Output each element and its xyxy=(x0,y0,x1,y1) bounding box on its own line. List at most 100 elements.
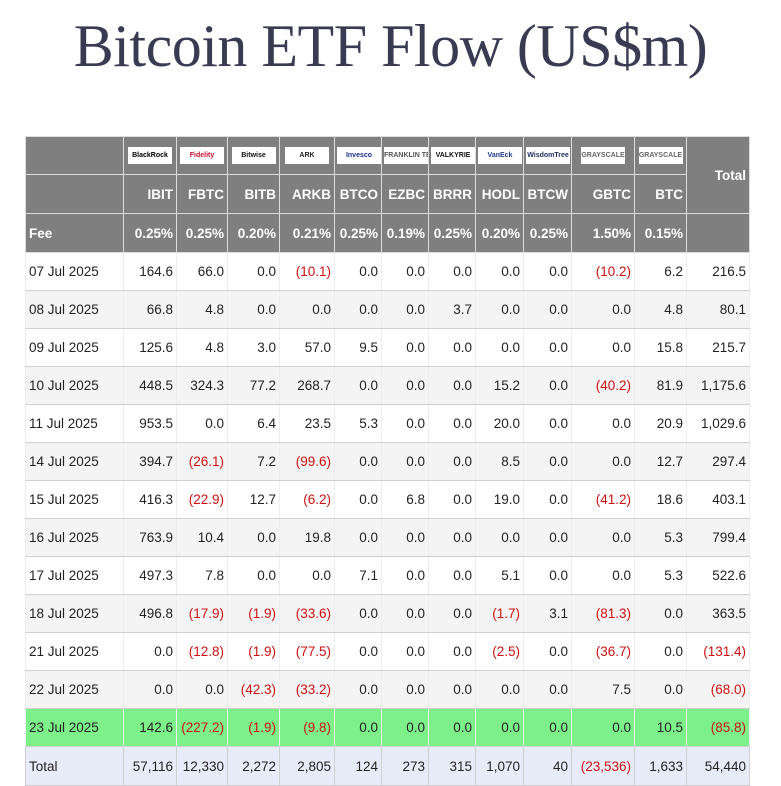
flow-value: (17.9) xyxy=(176,594,228,633)
row-total: 215.7 xyxy=(686,328,750,367)
fund-logo-cell: GRAYSCALE xyxy=(571,136,635,175)
flow-value: (2.5) xyxy=(475,632,524,671)
flow-value: (1.9) xyxy=(227,632,280,671)
fee-label: Fee xyxy=(25,213,124,253)
table-row: 07 Jul 2025 164.6 66.0 0.0 (10.1) 0.0 0.0 0.0 0.… xyxy=(25,252,750,291)
row-total: (68.0) xyxy=(686,670,750,709)
row-date: 18 Jul 2025 xyxy=(25,594,124,633)
row-date: 22 Jul 2025 xyxy=(25,670,124,709)
flow-value: 0.0 xyxy=(334,442,382,481)
flow-value: 0.0 xyxy=(634,670,687,709)
flow-value: 7.8 xyxy=(176,556,228,595)
flow-value: (26.1) xyxy=(176,442,228,481)
table-row: 09 Jul 2025 125.6 4.8 3.0 57.0 9.5 0.0 0.0 0.0 0.… xyxy=(25,328,750,367)
flow-value: 0.0 xyxy=(381,366,429,405)
flow-value: 0.0 xyxy=(334,366,382,405)
vaneck-logo-icon: VanEck xyxy=(478,147,522,164)
flow-value: 497.3 xyxy=(123,556,177,595)
flow-value: 0.0 xyxy=(381,404,429,443)
fund-logo-cell: BlackRock xyxy=(123,136,177,175)
totals-label: Total xyxy=(25,746,124,786)
flow-value: 0.0 xyxy=(428,594,476,633)
flow-value: 0.0 xyxy=(227,290,280,329)
fee-fbtc: 0.25% xyxy=(176,213,228,253)
flow-value: 3.0 xyxy=(227,328,280,367)
flow-value: 0.0 xyxy=(475,670,524,709)
flow-value: 0.0 xyxy=(523,670,572,709)
row-date: 11 Jul 2025 xyxy=(25,404,124,443)
flow-value: 23.5 xyxy=(279,404,335,443)
flow-value: 6.4 xyxy=(227,404,280,443)
flow-value: 324.3 xyxy=(176,366,228,405)
total-value: 2,805 xyxy=(279,746,335,786)
fee-bitb: 0.20% xyxy=(227,213,280,253)
ticker-hodl: HODL xyxy=(475,174,524,214)
grayscale-logo-icon: GRAYSCALE xyxy=(638,147,683,164)
flow-value: 15.2 xyxy=(475,366,524,405)
table-row: 18 Jul 2025 496.8 (17.9) (1.9) (33.6) 0.0 0.0 0… xyxy=(25,594,750,633)
flow-value: 12.7 xyxy=(227,480,280,519)
flow-value: 0.0 xyxy=(428,252,476,291)
fund-logo-cell: Invesco xyxy=(334,136,382,175)
flow-value: 0.0 xyxy=(571,404,635,443)
fee-brrr: 0.25% xyxy=(428,213,476,253)
fee-header-row: Fee 0.25% 0.25% 0.20% 0.21% 0.25% 0.19% 0.25% 0… xyxy=(25,213,750,253)
flow-value: 0.0 xyxy=(475,290,524,329)
row-total: (131.4) xyxy=(686,632,750,671)
flow-value: 5.1 xyxy=(475,556,524,595)
total-value: 273 xyxy=(381,746,429,786)
flow-value: 0.0 xyxy=(571,556,635,595)
ticker-btc: BTC xyxy=(634,174,687,214)
ticker-ezbc: EZBC xyxy=(381,174,429,214)
flow-value: 66.8 xyxy=(123,290,177,329)
flow-value: (41.2) xyxy=(571,480,635,519)
row-date: 09 Jul 2025 xyxy=(25,328,124,367)
flow-value: 81.9 xyxy=(634,366,687,405)
flow-value: 0.0 xyxy=(334,708,382,747)
flow-value: 4.8 xyxy=(176,290,228,329)
flow-value: 0.0 xyxy=(523,328,572,367)
flow-value: 0.0 xyxy=(571,442,635,481)
fee-arkb: 0.21% xyxy=(279,213,335,253)
flow-value: 0.0 xyxy=(123,632,177,671)
fidelity-logo-icon: Fidelity xyxy=(180,147,224,164)
flow-value: 0.0 xyxy=(571,290,635,329)
row-date: 07 Jul 2025 xyxy=(25,252,124,291)
table-row: 08 Jul 2025 66.8 4.8 0.0 0.0 0.0 0.0 3.7 0.0 0.0 0… xyxy=(25,290,750,329)
ticker-header-row: IBIT FBTC BITB ARKB BTCO EZBC BRRR HODL BTCW GBTC… xyxy=(25,174,750,214)
row-total: 403.1 xyxy=(686,480,750,519)
flow-value: 0.0 xyxy=(381,252,429,291)
franklin-templeton-logo-icon: FRANKLIN TEMPLETON xyxy=(384,147,428,164)
flow-value: 3.1 xyxy=(523,594,572,633)
fee-ibit: 0.25% xyxy=(123,213,177,253)
ticker-btcw: BTCW xyxy=(523,174,572,214)
table-row: 15 Jul 2025 416.3 (22.9) 12.7 (6.2) 0.0 6.8 0.0… xyxy=(25,480,750,519)
row-total: 1,029.6 xyxy=(686,404,750,443)
flow-value: 0.0 xyxy=(428,670,476,709)
flow-value: 0.0 xyxy=(381,442,429,481)
row-total: 522.6 xyxy=(686,556,750,595)
flow-value: 0.0 xyxy=(334,518,382,557)
ticker-gbtc: GBTC xyxy=(571,174,635,214)
fund-logo-cell: VanEck xyxy=(475,136,524,175)
flow-value: 953.5 xyxy=(123,404,177,443)
fee-btcw: 0.25% xyxy=(523,213,572,253)
bitwise-logo-icon: Bitwise xyxy=(231,147,276,164)
flow-value: 3.7 xyxy=(428,290,476,329)
ticker-header-blank xyxy=(25,174,124,214)
row-total: 80.1 xyxy=(686,290,750,329)
flow-value: 0.0 xyxy=(381,518,429,557)
flow-value: 0.0 xyxy=(523,404,572,443)
row-total: 297.4 xyxy=(686,442,750,481)
flow-value: (77.5) xyxy=(279,632,335,671)
total-value: 57,116 xyxy=(123,746,177,786)
ticker-btco: BTCO xyxy=(334,174,382,214)
flow-value: 0.0 xyxy=(475,518,524,557)
flow-value: 4.8 xyxy=(634,290,687,329)
flow-value: 0.0 xyxy=(334,670,382,709)
flow-value: (81.3) xyxy=(571,594,635,633)
fee-btco: 0.25% xyxy=(334,213,382,253)
total-value: 1,633 xyxy=(634,746,687,786)
flow-value: 0.0 xyxy=(381,290,429,329)
flow-value: 142.6 xyxy=(123,708,177,747)
